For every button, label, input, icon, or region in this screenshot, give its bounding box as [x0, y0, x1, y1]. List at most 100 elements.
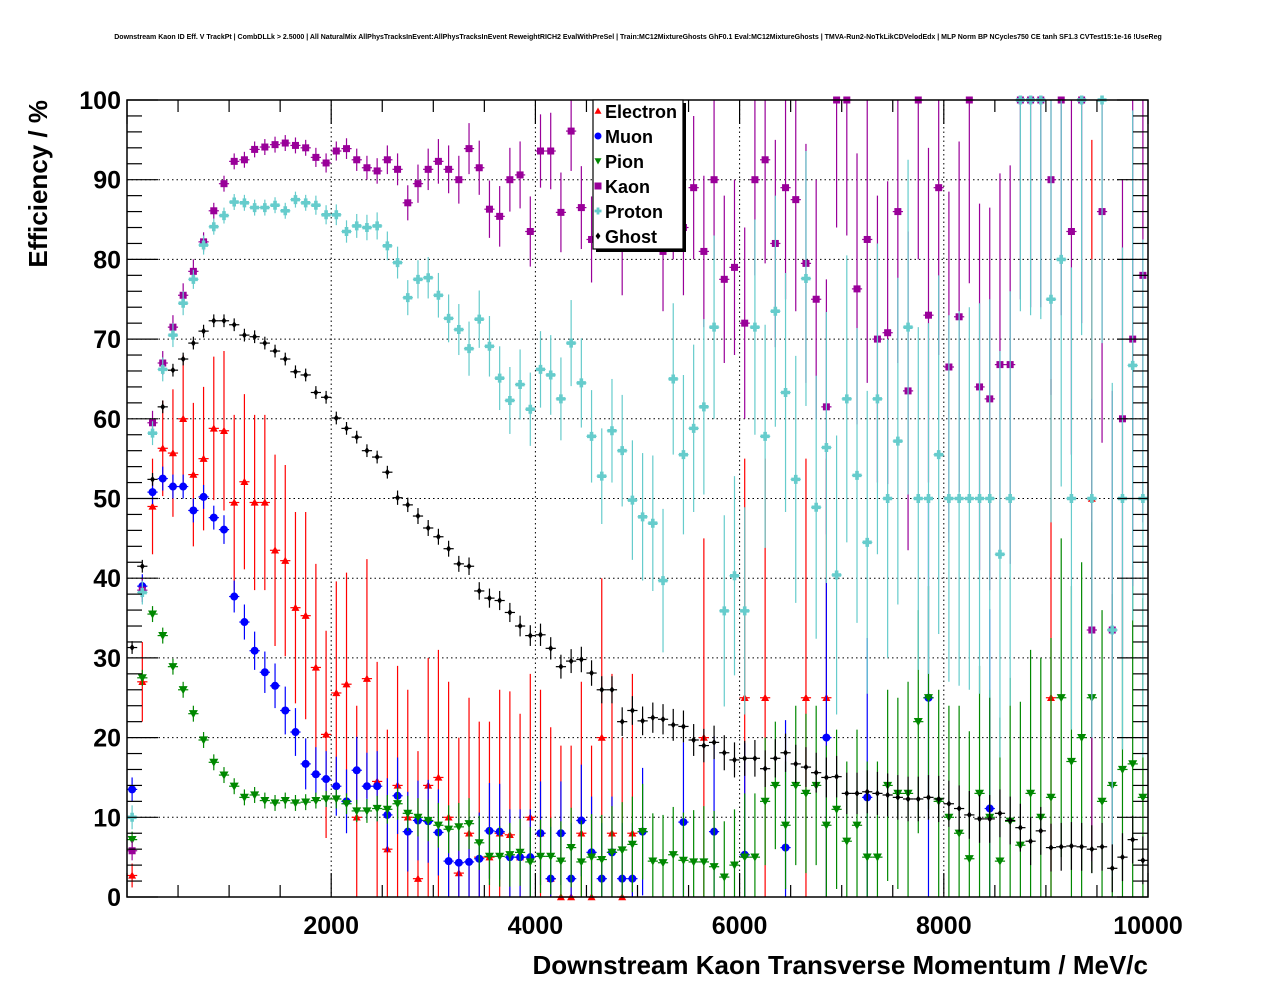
- marker-diamond: [1028, 837, 1034, 845]
- marker-diamond: [221, 317, 227, 325]
- marker-triangle-down: [270, 799, 280, 808]
- data-point-pion: [157, 627, 168, 644]
- data-point-pion: [831, 729, 842, 890]
- marker-cross: [832, 570, 842, 580]
- marker-triangle-up: [240, 477, 249, 485]
- marker-circle: [209, 513, 218, 522]
- marker-circle: [168, 482, 177, 491]
- data-point-proton: [433, 272, 444, 318]
- marker-square: [594, 182, 602, 190]
- data-point-proton: [1025, 95, 1036, 316]
- data-point-ghost: [831, 755, 842, 798]
- data-point-ghost: [280, 352, 291, 366]
- marker-triangle-down: [331, 795, 341, 804]
- marker-diamond: [946, 800, 952, 808]
- data-point-pion: [147, 606, 158, 623]
- marker-square: [588, 235, 596, 243]
- data-point-muon: [239, 604, 250, 640]
- marker-diamond: [885, 791, 891, 799]
- data-point-electron: [229, 414, 240, 591]
- data-point-ghost: [576, 646, 587, 673]
- data-point-proton: [770, 195, 781, 427]
- marker-triangle-down: [423, 816, 433, 825]
- data-point-ghost: [851, 772, 863, 815]
- data-point-ghost: [1025, 817, 1036, 866]
- axis-ticks: [126, 99, 1149, 898]
- data-point-ghost: [964, 790, 975, 839]
- marker-diamond: [364, 447, 370, 455]
- data-point-electron: [280, 465, 291, 657]
- data-point-proton: [290, 191, 301, 208]
- data-point-ghost: [933, 775, 944, 823]
- data-point-ghost: [1045, 823, 1057, 872]
- data-point-muon: [127, 777, 138, 802]
- marker-triangle-down: [158, 631, 168, 641]
- data-point-proton: [310, 195, 321, 215]
- marker-diamond: [568, 657, 574, 665]
- marker-cross: [229, 197, 239, 207]
- marker-triangle-down: [413, 813, 423, 822]
- marker-cross: [668, 374, 678, 384]
- data-point-kaon: [688, 115, 699, 260]
- marker-cross: [760, 431, 770, 441]
- marker-cross: [678, 450, 688, 460]
- marker-triangle-down: [137, 674, 147, 683]
- data-point-ghost: [147, 472, 158, 486]
- data-point-proton: [259, 199, 270, 216]
- data-point-proton: [739, 507, 750, 715]
- marker-square: [312, 153, 320, 161]
- marker-triangle-down: [638, 828, 648, 837]
- data-point-pion: [657, 814, 669, 897]
- data-point-ghost: [310, 386, 321, 399]
- data-point-proton: [1056, 100, 1067, 487]
- marker-cross: [729, 571, 739, 581]
- marker-circle: [322, 775, 331, 784]
- data-point-pion: [229, 778, 240, 795]
- marker-square: [465, 145, 473, 153]
- y-tick-labels: 0 10 20 30 40 50 60 70 80 90 100: [79, 87, 121, 912]
- marker-triangle-down: [954, 829, 964, 838]
- marker-cross: [597, 471, 607, 481]
- data-point-ghost: [229, 318, 240, 332]
- data-point-ghost: [443, 540, 454, 557]
- marker-cross: [1056, 254, 1066, 264]
- marker-diamond: [762, 765, 768, 773]
- marker-triangle-up: [128, 871, 137, 879]
- marker-diamond: [742, 754, 748, 762]
- data-point-pion: [698, 806, 709, 897]
- marker-cross: [178, 298, 188, 308]
- marker-triangle-down: [740, 853, 750, 862]
- data-point-ghost: [882, 773, 893, 817]
- marker-cross: [280, 206, 290, 216]
- marker-diamond: [129, 644, 135, 652]
- marker-cross: [199, 240, 209, 250]
- marker-triangle-down: [209, 758, 219, 767]
- data-point-proton: [576, 338, 587, 428]
- data-point-electron: [239, 394, 250, 570]
- marker-triangle-down: [842, 837, 852, 846]
- marker-circle: [128, 785, 137, 794]
- marker-cross: [403, 293, 413, 303]
- data-point-kaon: [453, 155, 464, 204]
- marker-triangle-up: [597, 733, 606, 741]
- marker-cross: [566, 338, 576, 348]
- data-point-ghost: [453, 555, 464, 572]
- data-point-electron: [259, 414, 270, 591]
- data-point-ghost: [1035, 806, 1046, 855]
- legend-label-kaon: Kaon: [605, 177, 650, 197]
- data-point-pion: [494, 826, 505, 887]
- data-point-kaon: [576, 166, 587, 250]
- data-point-ghost: [1015, 803, 1026, 852]
- marker-cross: [331, 210, 341, 220]
- marker-triangle-down: [658, 859, 668, 868]
- data-point-muon: [198, 484, 209, 509]
- data-point-ghost: [412, 508, 424, 525]
- data-point-ghost: [698, 728, 709, 763]
- marker-triangle-down: [260, 796, 270, 806]
- marker-cross: [1107, 625, 1117, 635]
- marker-cross: [260, 203, 270, 213]
- data-point-ghost: [617, 707, 628, 737]
- data-point-proton: [821, 312, 832, 583]
- marker-cross: [362, 223, 372, 233]
- marker-triangle-down: [913, 718, 923, 727]
